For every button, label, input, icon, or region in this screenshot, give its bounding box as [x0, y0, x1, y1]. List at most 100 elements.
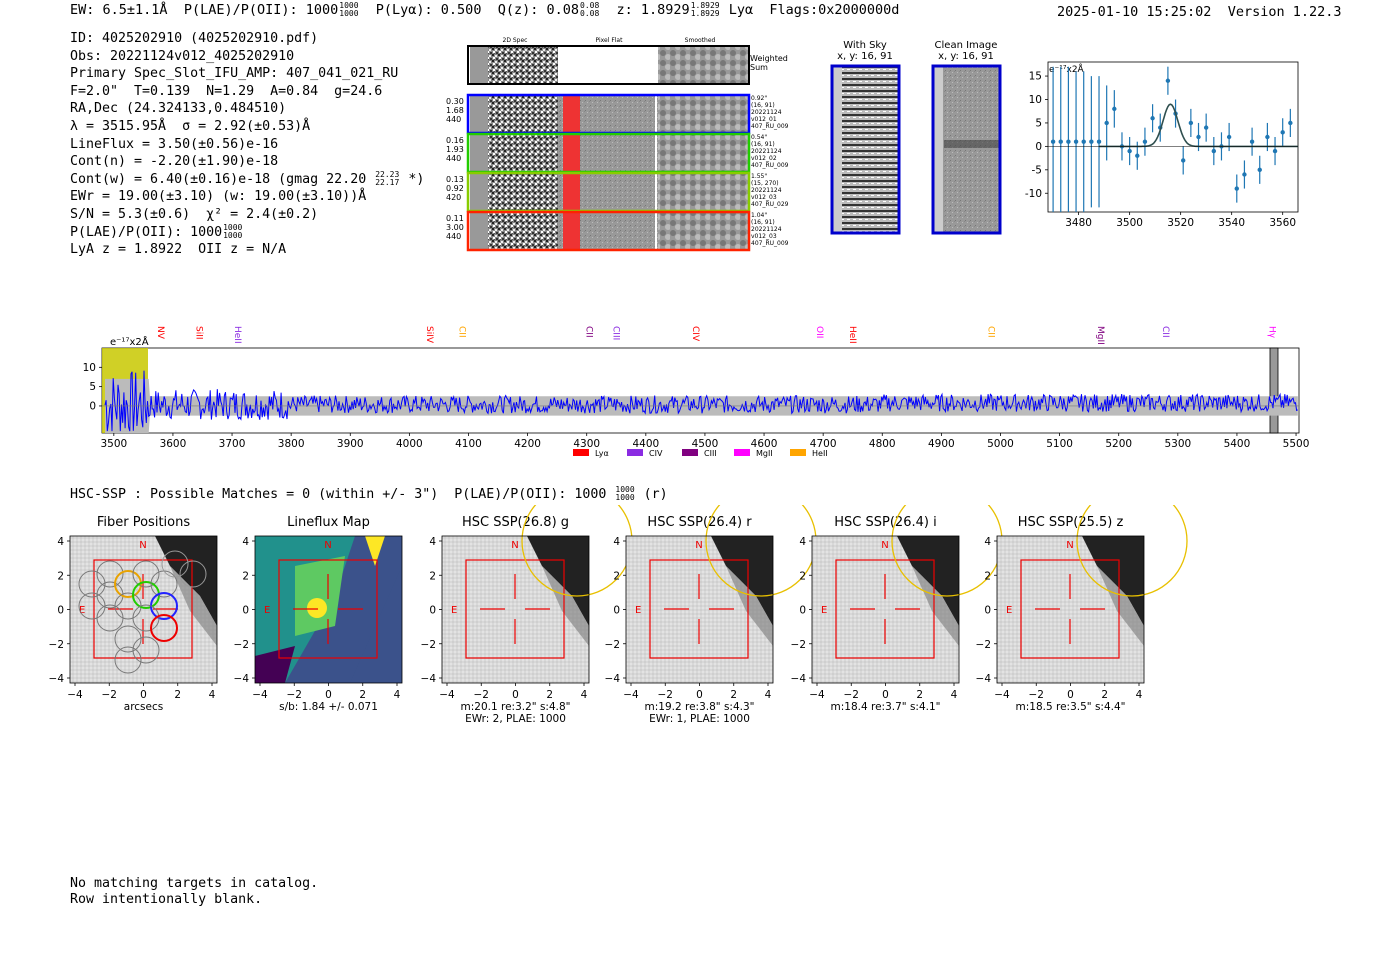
- hsc-ytick-label: −2: [49, 639, 64, 651]
- hsc-ytick-label: 4: [613, 536, 620, 548]
- fiber-right-value: 20221124: [751, 187, 782, 194]
- clean-image: [931, 64, 1002, 235]
- fit-ytick-label: -10: [1025, 188, 1042, 200]
- hsc-ytick-label: −4: [605, 673, 621, 685]
- fiber-right-value: v012_01: [751, 116, 777, 123]
- fiber-circle: [161, 550, 189, 578]
- hsc-xtick-label: 4: [765, 689, 772, 701]
- fit-point: [1257, 167, 1262, 173]
- east-label: E: [821, 605, 827, 616]
- legend-swatch: [790, 449, 806, 456]
- fiber-right-value: 0.54": [751, 134, 767, 141]
- hsc-ytick-label: −2: [421, 639, 436, 651]
- info-cont-n: Cont(n) = -2.20(±1.90)e-18: [70, 154, 279, 170]
- hsc-panel: Lineflux Map N E 4 2 0 −2 −4−4 −2 0 2 4 s/b: 1.84 +/…: [234, 515, 403, 713]
- hsc-ytick-label: 4: [799, 536, 806, 548]
- hsc-xtick-label: −4: [67, 689, 83, 701]
- with-sky-title: With Sky: [843, 40, 887, 51]
- spectral-line-marker: CII: [584, 326, 594, 338]
- spec-xtick-label: 3800: [278, 438, 305, 450]
- info-params: F=2.0" T=0.139 N=1.29 A=0.84 g=24.6: [70, 83, 383, 99]
- hsc-panel-title: Lineflux Map: [287, 515, 370, 530]
- fit-ytick-label: 15: [1029, 71, 1042, 83]
- hsc-ytick-label: 2: [242, 570, 249, 582]
- legend-label: CIII: [704, 449, 717, 458]
- plya-label: P(Lyα): 0.500: [375, 2, 482, 18]
- north-label: N: [881, 540, 888, 551]
- hsc-xtick-label: 2: [546, 689, 553, 701]
- spectral-line-marker: CII: [1160, 326, 1170, 338]
- fiber-circle: [132, 636, 160, 664]
- north-label: N: [139, 540, 146, 551]
- fiber-left-value: 440: [446, 232, 461, 241]
- hsc-xtick-label: 2: [916, 689, 923, 701]
- hsc-ytick-label: 2: [429, 570, 436, 582]
- info-lya-z: LyA z = 1.8922 OII z = N/A: [70, 242, 287, 258]
- header-line: EW: 6.5±1.1Å P(LAE)/P(OII): 1000 1000 1000…: [70, 2, 899, 19]
- hsc-panel-title: HSC SSP(26.4) i: [834, 515, 936, 530]
- fit-point: [1096, 139, 1102, 144]
- version: Version 1.22.3: [1227, 4, 1342, 20]
- fiber-circle: [114, 625, 142, 653]
- spectral-line-marker: CIV: [690, 326, 700, 342]
- hsc-ytick-label: −4: [421, 673, 437, 685]
- fit-ytick-label: 10: [1029, 94, 1042, 106]
- spec-xtick-label: 4300: [573, 438, 600, 450]
- east-label: E: [451, 605, 457, 616]
- hsc-ytick-label: 0: [57, 605, 64, 617]
- north-label: N: [324, 540, 331, 551]
- fiber-right-value: (15, 270): [751, 180, 779, 187]
- fiber-right-value: (16, 91): [751, 102, 775, 109]
- hsc-ytick-label: 2: [613, 570, 620, 582]
- hsc-xtick-label: 2: [1101, 689, 1108, 701]
- hsc-panel-title: HSC SSP(26.8) g: [462, 515, 569, 530]
- legend-swatch: [573, 449, 589, 456]
- fit-point: [1280, 130, 1285, 135]
- fiber-right-value: (16, 91): [751, 219, 775, 226]
- fiber-circle: [78, 570, 106, 598]
- hsc-xtick-label: 0: [140, 689, 147, 701]
- fiber-right-value: 20221124: [751, 109, 782, 116]
- hsc-ytick-label: −2: [234, 639, 249, 651]
- fit-point: [1142, 139, 1148, 144]
- fiber-left-value: 1.68: [446, 106, 464, 115]
- info-lineflux: LineFlux = 3.50(±0.56)e-16: [70, 136, 279, 152]
- fiber-circle: [114, 646, 142, 674]
- legend-label: MgII: [756, 449, 773, 458]
- fiber-circle: [132, 560, 160, 588]
- hsc-xtick-label: 0: [1067, 689, 1074, 701]
- spec-xtick-label: 4700: [810, 438, 837, 450]
- fiber-left-value: 0.11: [446, 214, 464, 223]
- hsc-xtick-label: −2: [658, 689, 673, 701]
- fiber-circle: [150, 614, 178, 642]
- hsc-xtick-label: 2: [174, 689, 181, 701]
- fiber-left-value: 1.93: [446, 145, 464, 154]
- hsc-ytick-label: 2: [799, 570, 806, 582]
- fiber-left-value: 0.92: [446, 184, 464, 193]
- fit-point: [1127, 148, 1132, 154]
- fit-xtick-label: 3560: [1269, 217, 1296, 229]
- datetime: 2025-01-10 15:25:02: [1057, 4, 1212, 20]
- spec-ytick-label: 10: [83, 362, 96, 374]
- hsc-xtick-label: −2: [844, 689, 859, 701]
- fiber-circle: [96, 604, 124, 632]
- sum-label: Sum: [750, 63, 768, 72]
- spec-xtick-label: 5100: [1046, 438, 1073, 450]
- east-label: E: [79, 605, 85, 616]
- spec-xtick-label: 5000: [987, 438, 1014, 450]
- hsc-caption-2: EWr: 1, PLAE: 1000: [649, 713, 750, 725]
- hsc-ytick-label: −4: [791, 673, 807, 685]
- clean-image-coords: x, y: 16, 91: [938, 51, 994, 62]
- clean-image-title: Clean Image: [935, 40, 998, 51]
- hsc-xtick-label: −2: [287, 689, 302, 701]
- hsc-caption: m:19.2 re:3.8" s:4.3": [645, 701, 755, 713]
- legend-label: HeII: [812, 449, 828, 458]
- spec-xtick-label: 4200: [514, 438, 541, 450]
- fiber-right-value: 407_RU_009: [751, 240, 789, 247]
